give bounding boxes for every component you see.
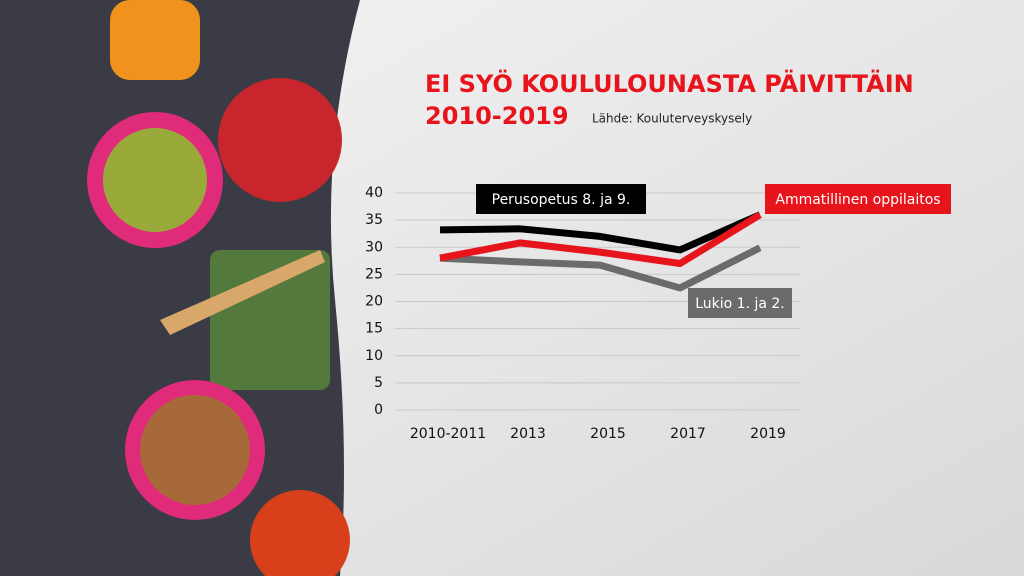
y-tick-label: 0 (374, 402, 383, 418)
y-tick-label: 5 (374, 375, 383, 391)
x-tick-label: 2010-2011 (410, 426, 486, 442)
legend-label: Ammatillinen oppilaitos (775, 192, 940, 208)
y-tick-label: 25 (365, 266, 383, 282)
y-tick-label: 10 (365, 348, 383, 364)
x-tick-label: 2019 (750, 426, 786, 442)
x-tick-label: 2015 (590, 426, 626, 442)
legend-box (765, 184, 951, 214)
series-line (439, 211, 762, 254)
y-tick-label: 15 (365, 321, 383, 337)
legend-box (688, 288, 792, 318)
source: Lähde: Kouluterveyskysely (592, 112, 752, 126)
chart-title: 2010-2019 (425, 102, 569, 130)
chart-title: EI SYÖ KOULULOUNASTA PÄIVITTÄIN (425, 68, 914, 98)
x-tick-label: 2013 (510, 426, 546, 442)
series-line (439, 244, 762, 292)
legend-label: Lukio 1. ja 2. (695, 296, 785, 312)
series-line (439, 211, 762, 268)
y-tick-label: 35 (365, 212, 383, 228)
y-tick-label: 20 (365, 294, 383, 310)
y-tick-label: 30 (365, 239, 383, 255)
x-tick-label: 2017 (670, 426, 706, 442)
legend-label: Perusopetus 8. ja 9. (492, 192, 631, 208)
y-tick-label: 40 (365, 185, 383, 201)
photo (0, 0, 360, 576)
legend-box (476, 184, 646, 214)
